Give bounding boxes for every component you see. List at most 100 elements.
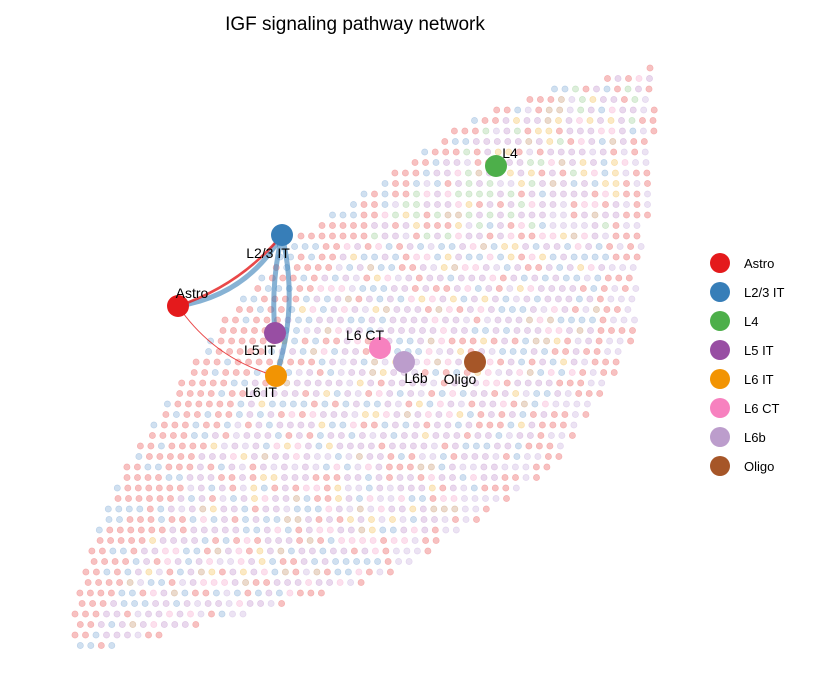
spatial-spot	[334, 568, 342, 576]
spatial-spot	[547, 316, 554, 324]
node-label-l4: L4	[502, 145, 518, 161]
spatial-spot	[371, 190, 378, 198]
spatial-spot	[156, 495, 164, 502]
spatial-spot	[266, 358, 273, 366]
spatial-spot	[352, 348, 359, 355]
spatial-spot	[384, 400, 392, 408]
spatial-spot	[281, 568, 289, 576]
spatial-spot	[452, 148, 460, 156]
spatial-spot	[197, 484, 205, 492]
spatial-spot	[535, 106, 543, 114]
spatial-spot	[570, 180, 578, 187]
spatial-spot	[172, 547, 180, 555]
spatial-spot	[324, 327, 332, 334]
spatial-spot	[623, 222, 630, 229]
spatial-spot	[549, 169, 556, 177]
spatial-spot	[333, 337, 340, 345]
spatial-spot	[518, 211, 525, 219]
spatial-spot	[145, 631, 152, 639]
spatial-spot	[417, 463, 425, 471]
spatial-spot	[497, 358, 504, 366]
spatial-spot	[539, 180, 546, 187]
spatial-spot	[260, 568, 268, 576]
spatial-spot	[423, 222, 431, 229]
spatial-spot	[310, 400, 318, 408]
spatial-spot	[145, 453, 153, 460]
spatial-spot	[440, 327, 447, 334]
spatial-spot	[346, 379, 354, 387]
spatial-spot	[260, 484, 268, 492]
spatial-spot	[577, 106, 585, 114]
spatial-spot	[421, 316, 428, 324]
spatial-spot	[524, 106, 532, 114]
spatial-spot	[644, 190, 651, 198]
spatial-spot	[432, 369, 440, 376]
spatial-spot	[577, 127, 584, 135]
spatial-spot	[116, 526, 124, 534]
spatial-spot	[277, 306, 285, 313]
spatial-spot	[132, 558, 140, 565]
spatial-spot	[515, 316, 523, 324]
spatial-spot	[226, 400, 234, 408]
spatial-spot	[564, 390, 572, 397]
spatial-spot	[111, 558, 119, 565]
spatial-spot	[207, 337, 214, 345]
spatial-spot	[219, 327, 227, 334]
spatial-spot	[537, 432, 545, 439]
spatial-spot	[335, 264, 343, 271]
spatial-spot	[245, 547, 253, 555]
spatial-spot	[491, 474, 498, 481]
spatial-spot	[536, 442, 543, 450]
spatial-spot	[624, 85, 632, 93]
spatial-spot	[350, 232, 357, 240]
spatial-spot	[451, 379, 459, 387]
spatial-spot	[377, 495, 384, 502]
spatial-spot	[568, 316, 575, 324]
spatial-spot	[642, 159, 650, 166]
spatial-spot	[319, 306, 327, 313]
spatial-spot	[155, 484, 163, 492]
spatial-spot	[556, 264, 564, 271]
spatial-spot	[130, 547, 138, 555]
spatial-spot	[284, 526, 292, 534]
spatial-spot	[189, 579, 197, 586]
spatial-spot	[189, 442, 197, 450]
spatial-spot	[306, 285, 314, 292]
spatial-spot	[180, 537, 188, 544]
spatial-spot	[528, 169, 535, 177]
spatial-spot	[505, 432, 513, 439]
spatial-spot	[109, 547, 117, 555]
spatial-spot	[108, 589, 115, 597]
spatial-spot	[399, 516, 407, 523]
spatial-spot	[295, 526, 303, 534]
spatial-spot	[434, 190, 441, 198]
spatial-spot	[493, 138, 501, 145]
spatial-spot	[294, 442, 302, 450]
spatial-spot	[256, 306, 264, 313]
spatial-spot	[610, 369, 618, 376]
spatial-spot	[394, 274, 402, 282]
spatial-spot	[509, 411, 516, 418]
spatial-spot	[432, 159, 440, 166]
spatial-spot	[477, 306, 485, 313]
spatial-spot	[604, 348, 611, 355]
spatial-spot	[292, 453, 300, 460]
spatial-spot	[413, 222, 420, 229]
spatial-spot	[181, 421, 189, 429]
spatial-spot	[555, 327, 563, 334]
spatial-spot	[595, 243, 603, 250]
spatial-spot	[441, 442, 449, 450]
spatial-spot	[539, 190, 546, 198]
spatial-spot	[235, 411, 243, 418]
spatial-spot	[176, 568, 184, 576]
spatial-spot	[560, 211, 567, 219]
spatial-spot	[358, 432, 366, 439]
spatial-spot	[387, 327, 395, 334]
spatial-spot	[581, 358, 588, 366]
spatial-spot	[504, 442, 512, 450]
spatial-spot	[368, 526, 376, 534]
spatial-spot	[602, 180, 609, 187]
spatial-spot	[535, 379, 543, 387]
spatial-spot	[386, 295, 394, 303]
spatial-spot	[480, 390, 488, 397]
